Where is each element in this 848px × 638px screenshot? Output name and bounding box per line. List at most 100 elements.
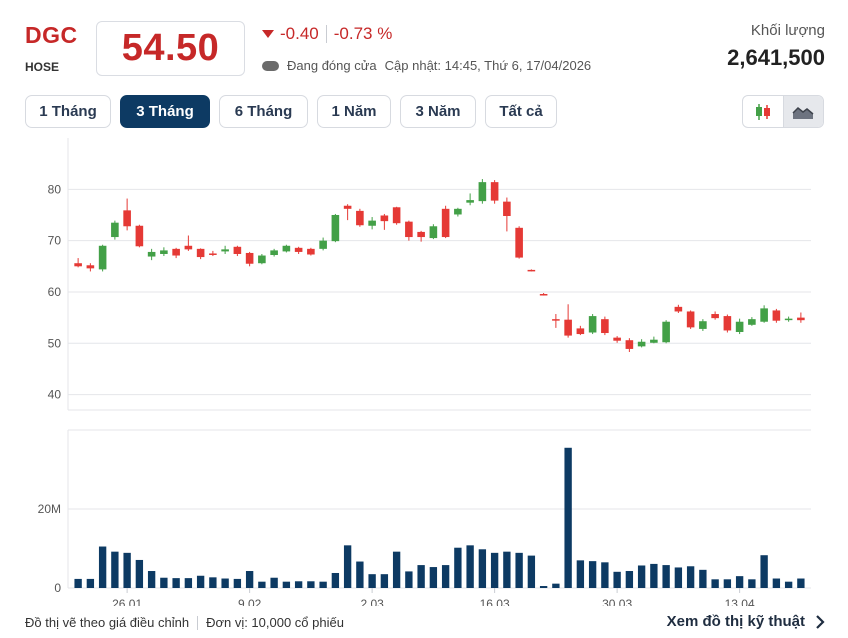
candle-body	[478, 182, 487, 202]
candle-body	[760, 308, 768, 322]
volume-bar	[98, 546, 107, 588]
candle-body	[539, 294, 548, 296]
volume-bar	[111, 551, 119, 588]
volume-bar	[748, 579, 756, 588]
candle-body	[515, 227, 523, 258]
unit-note: Đơn vị: 10,000 cổ phiếu	[206, 615, 344, 630]
candle-body	[748, 319, 756, 325]
divider	[325, 25, 327, 43]
volume-bar	[307, 581, 315, 588]
candle-body	[307, 248, 315, 255]
ticker-symbol: DGC	[25, 22, 78, 48]
volume-bar	[147, 571, 156, 588]
tab-3-months[interactable]: 3 Tháng	[120, 95, 210, 128]
volume-bar	[380, 574, 389, 588]
tab-all[interactable]: Tất cả	[485, 95, 557, 128]
volume-bar	[662, 565, 670, 588]
volume-bar	[711, 579, 719, 588]
area-chart-icon	[792, 106, 814, 119]
volume-bar	[760, 555, 768, 588]
candle-body	[86, 265, 95, 269]
candle-body	[417, 231, 425, 238]
volume-label: Khối lượng	[750, 22, 825, 39]
tab-6-months[interactable]: 6 Tháng	[219, 95, 308, 128]
volume-bar	[319, 581, 327, 588]
tab-1-month[interactable]: 1 Tháng	[25, 95, 111, 128]
candle-body	[209, 253, 217, 255]
candle-body	[135, 225, 144, 247]
volume-bar	[392, 551, 401, 588]
candle-body	[74, 263, 82, 267]
volume-bar	[466, 545, 474, 588]
candle-body	[258, 255, 266, 264]
updated-time: Cập nhật: 14:45, Thứ 6, 17/04/2026	[384, 58, 592, 73]
candlestick-button[interactable]	[743, 96, 783, 127]
volume-bar	[258, 581, 266, 588]
market-status: Đang đóng cửa Cập nhật: 14:45, Thứ 6, 17…	[262, 58, 591, 73]
price-tick-label: 70	[48, 234, 62, 248]
volume-tick-label: 20M	[38, 502, 61, 516]
candle-body	[294, 247, 303, 252]
volume-bar	[294, 581, 303, 588]
candle-body	[245, 252, 254, 264]
volume-bar	[576, 560, 585, 588]
candle-body	[405, 221, 413, 238]
volume-bar	[233, 578, 242, 588]
tab-3-years[interactable]: 3 Năm	[400, 95, 476, 128]
x-tick-label: 9.02	[238, 597, 262, 606]
price-tick-label: 40	[48, 388, 62, 402]
price-tick-label: 50	[48, 336, 62, 350]
volume-bar	[282, 581, 291, 588]
x-tick-label: 26.01	[112, 597, 142, 606]
volume-bar	[405, 571, 413, 588]
candle-body	[637, 341, 646, 347]
down-triangle-icon	[262, 30, 274, 38]
volume-bar	[515, 552, 523, 588]
candle-body	[160, 250, 168, 254]
candle-body	[662, 321, 670, 343]
volume-bar	[160, 577, 168, 588]
volume-bar	[601, 562, 609, 588]
candle-body	[343, 205, 352, 209]
volume-bar	[74, 578, 82, 588]
volume-bar	[735, 576, 744, 588]
candle-body	[282, 245, 291, 252]
volume-bar	[343, 545, 352, 588]
candle-body	[552, 319, 560, 321]
volume-bar	[490, 552, 499, 588]
candle-body	[699, 321, 707, 329]
price-change: -0.40 -0.73 %	[262, 24, 392, 44]
volume-bar	[625, 571, 634, 588]
volume-tick-label: 0	[54, 581, 61, 595]
volume-bar	[699, 569, 707, 588]
candle-body	[147, 251, 156, 257]
candle-body	[111, 222, 119, 238]
candle-body	[123, 210, 131, 227]
volume-bar	[797, 578, 805, 588]
tab-1-year[interactable]: 1 Năm	[317, 95, 391, 128]
price-volume-chart: 40 50 60 70 80 0 20M 26.01 9.02 2.03 16.03 30.03 13.…	[38, 138, 811, 606]
volume-bar	[331, 572, 340, 588]
price-tick-label: 80	[48, 182, 62, 196]
volume-bar	[270, 577, 278, 588]
volume-bar	[552, 583, 560, 588]
candle-body	[368, 220, 376, 226]
candle-body	[98, 245, 107, 270]
price-box: 54.50	[96, 21, 245, 76]
technical-chart-link[interactable]: Xem đồ thị kỹ thuật	[667, 613, 825, 630]
volume-bar	[417, 565, 425, 588]
candle-body	[233, 246, 242, 254]
volume-bar	[784, 581, 793, 588]
candle-body	[723, 316, 732, 331]
area-chart-button[interactable]	[782, 96, 823, 127]
candle-body	[441, 208, 450, 238]
candle-body	[221, 249, 229, 252]
volume-bar	[686, 566, 695, 588]
candle-body	[466, 200, 474, 203]
candle-body	[576, 328, 585, 335]
candle-body	[711, 314, 719, 319]
volume-bar	[172, 578, 180, 588]
candle-body	[429, 226, 438, 239]
volume-bar	[221, 578, 229, 588]
x-tick-label: 16.03	[480, 597, 510, 606]
